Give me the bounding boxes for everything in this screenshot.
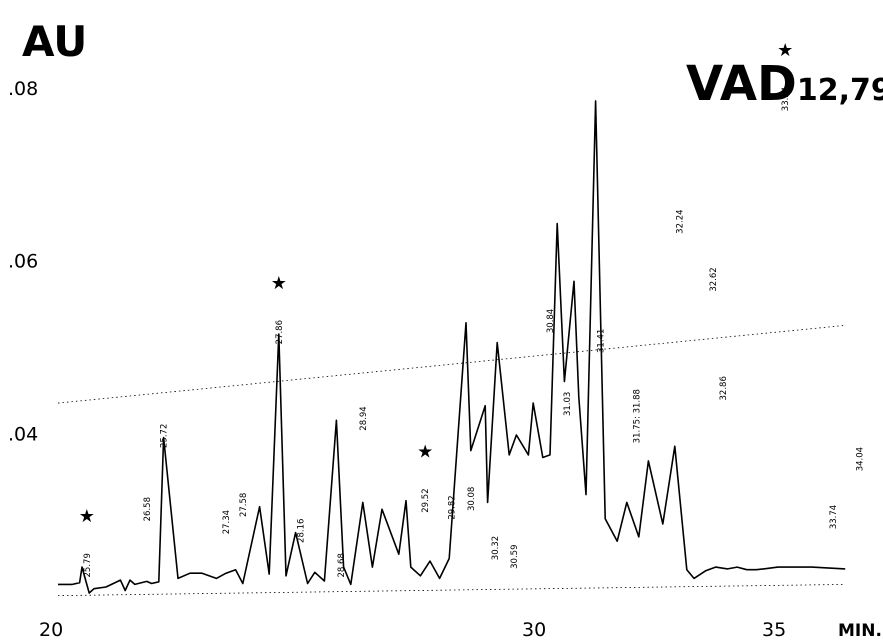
- chart-title-suffix: 12,79: [797, 73, 883, 108]
- star-marker-icon: ★: [417, 441, 433, 462]
- peak-retention-time: 27.34: [222, 510, 232, 534]
- peak-retention-time: 28.94: [359, 406, 369, 430]
- x-tick-label: 35: [762, 619, 786, 641]
- star-marker-icon: ★: [777, 40, 793, 61]
- peak-retention-time: 30.08: [467, 487, 477, 511]
- peak-retention-time: 33.74: [829, 505, 839, 529]
- peak-retention-time: 29.52: [421, 488, 431, 512]
- peak-retention-time: 34.04: [856, 447, 866, 471]
- peak-label: 25.72: [160, 424, 170, 448]
- peak-retention-time: 31.75: 31.88: [632, 389, 642, 443]
- baseline-dotted-line: [57, 584, 846, 597]
- chart-title: VAD12,79: [686, 56, 883, 112]
- peak-retention-time: 26.58: [143, 497, 153, 521]
- peak-retention-time: 25.79: [83, 553, 93, 577]
- x-tick-label: 20: [39, 619, 63, 641]
- peak-retention-time: 25.72: [160, 424, 170, 448]
- peak-label: 28.68: [337, 553, 347, 577]
- peak-label: 27.34: [222, 510, 232, 534]
- y-tick-label: .04: [8, 423, 38, 445]
- peak-labels: 25.79 ★ 26.58 25.72 27.34 27.58 27.86 ★ 28.16 28.…: [79, 40, 866, 578]
- peak-label: 33.74: [829, 505, 839, 529]
- peak-retention-time: 27.58: [239, 493, 249, 517]
- peak-label: 31.75: 31.88: [632, 389, 642, 443]
- peak-retention-time: 28.68: [337, 553, 347, 577]
- peak-label: 28.16: [296, 519, 306, 543]
- peak-retention-time: 28.16: [296, 519, 306, 543]
- peak-retention-time: 30.59: [510, 545, 520, 569]
- peak-label: 32.62: [709, 267, 719, 291]
- peak-retention-time: 29.82: [448, 495, 458, 519]
- peak-label: 32.24: [676, 209, 686, 233]
- peak-retention-time: 30.32: [491, 536, 501, 560]
- peak-label: 34.04: [856, 447, 866, 471]
- peak-label: 30.59: [510, 545, 520, 569]
- peak-label: 25.79 ★: [79, 506, 95, 577]
- peak-label: 27.86 ★: [271, 273, 287, 344]
- peak-label: 30.32: [491, 536, 501, 560]
- peak-retention-time: 31.03: [563, 392, 573, 416]
- peak-retention-time: 32.24: [676, 209, 686, 233]
- x-tick-label: 30: [522, 619, 546, 641]
- peak-retention-time: 33.24: [781, 87, 791, 111]
- star-marker-icon: ★: [271, 273, 287, 294]
- x-axis-label: MIN.: [838, 621, 882, 641]
- peak-label: 29.52 ★: [417, 441, 433, 512]
- peak-label: 31.03: [563, 392, 573, 416]
- star-marker-icon: ★: [79, 506, 95, 527]
- peak-retention-time: 32.62: [709, 267, 719, 291]
- reference-dotted-lines: [57, 324, 846, 597]
- peak-label: 33.24 ★: [777, 40, 793, 111]
- peak-label: 32.86: [719, 376, 729, 400]
- y-axis-ticks: .08 .06 .04: [8, 78, 38, 445]
- peak-retention-time: 31.41: [596, 329, 606, 353]
- peak-label: 29.82: [448, 495, 458, 519]
- y-tick-label: .08: [8, 78, 38, 100]
- peak-label: 30.08: [467, 487, 477, 511]
- peak-label: 31.41: [596, 329, 606, 353]
- y-tick-label: .06: [8, 251, 38, 273]
- x-axis-ticks: 20 30 35: [39, 619, 786, 641]
- peak-label: 27.58: [239, 493, 249, 517]
- peak-retention-time: 30.84: [546, 309, 556, 333]
- peak-label: 30.84: [546, 309, 556, 333]
- reference-dotted-line: [57, 324, 846, 404]
- chart-title-prefix: VAD: [686, 56, 797, 112]
- peak-label: 26.58: [143, 497, 153, 521]
- peak-label: 28.94: [359, 406, 369, 430]
- y-axis-label: AU: [22, 17, 87, 66]
- peak-retention-time: 27.86: [275, 320, 285, 344]
- peak-retention-time: 32.86: [719, 376, 729, 400]
- chromatogram-trace: [58, 100, 846, 594]
